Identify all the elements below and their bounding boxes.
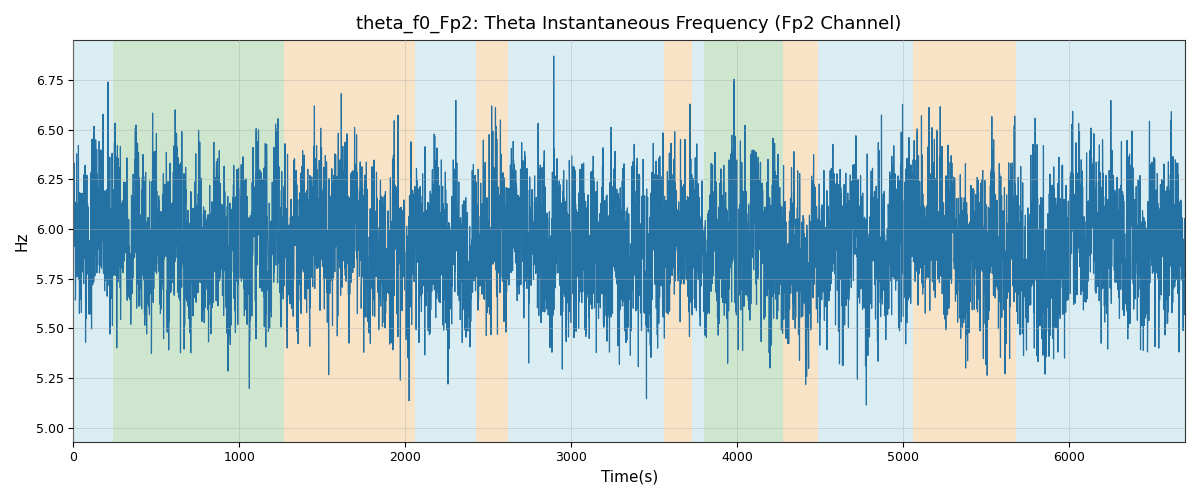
Y-axis label: Hz: Hz (14, 231, 30, 250)
Bar (73, 40, 113, 442)
Bar (415, 40, 476, 442)
Bar (476, 40, 508, 442)
Bar (818, 40, 913, 442)
Bar (704, 40, 784, 442)
Bar (692, 40, 704, 442)
Bar (664, 40, 692, 442)
Bar (1015, 40, 1186, 442)
Bar (284, 40, 415, 442)
X-axis label: Time(s): Time(s) (600, 470, 658, 485)
Title: theta_f0_Fp2: Theta Instantaneous Frequency (Fp2 Channel): theta_f0_Fp2: Theta Instantaneous Freque… (356, 15, 902, 34)
Bar (913, 40, 1015, 442)
Bar (508, 40, 664, 442)
Bar (784, 40, 818, 442)
Bar (113, 40, 284, 442)
